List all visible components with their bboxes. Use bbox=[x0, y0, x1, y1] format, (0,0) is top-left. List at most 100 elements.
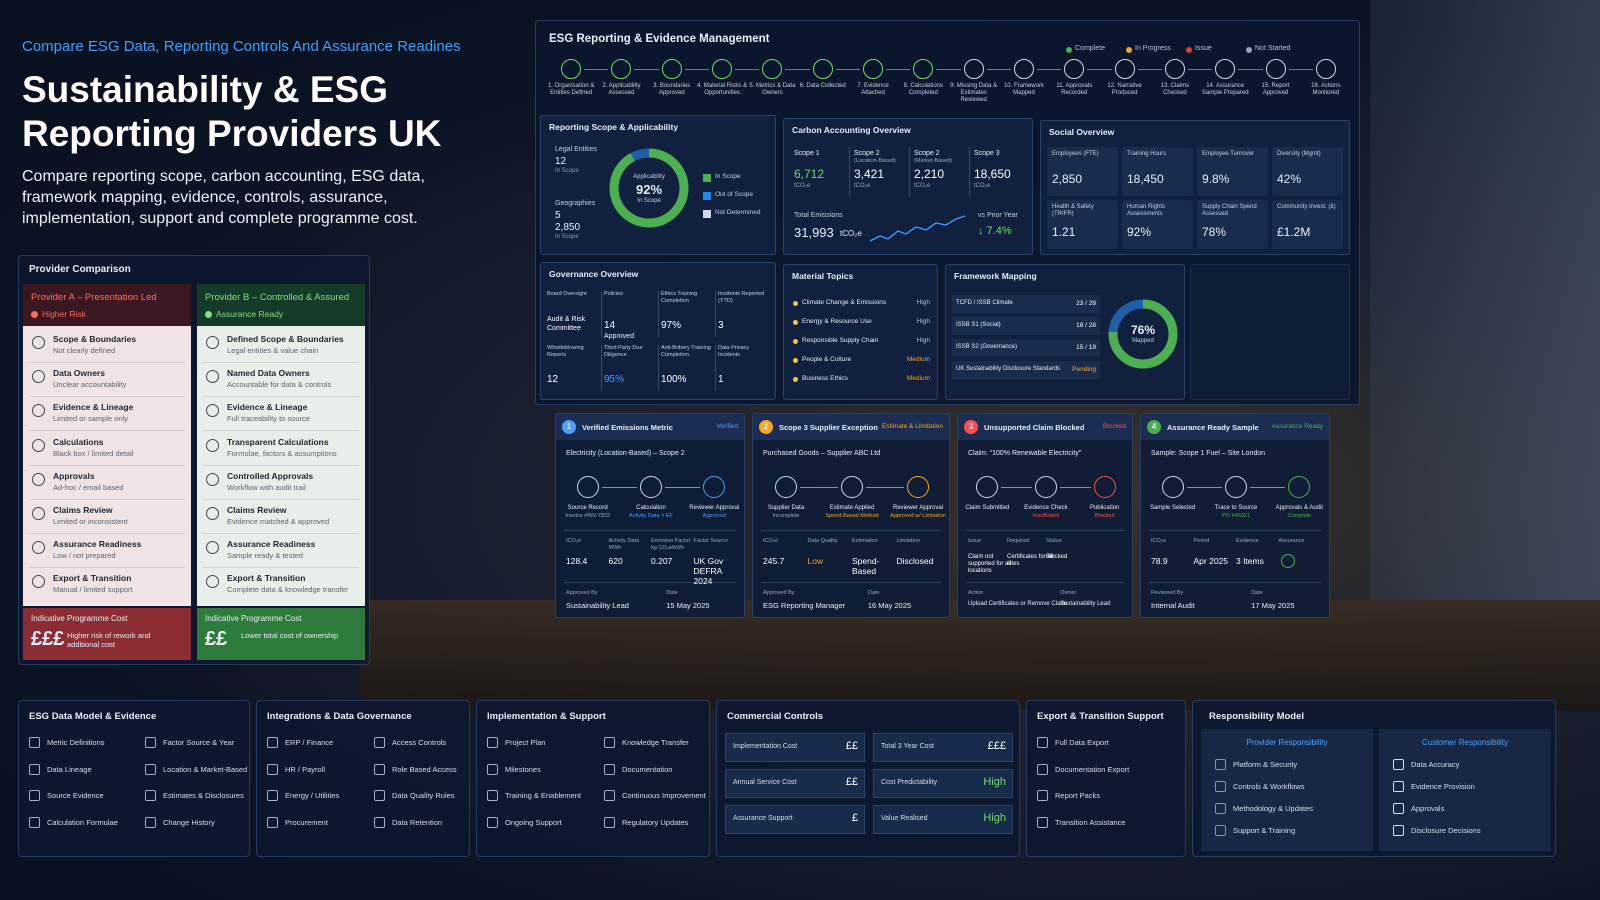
field-value: Low bbox=[807, 556, 824, 566]
icon bbox=[963, 59, 984, 79]
topic-name: People & Culture bbox=[802, 356, 852, 363]
icon bbox=[976, 476, 999, 498]
footer-label: Date bbox=[867, 590, 880, 596]
flow-label: Estimate Applied bbox=[829, 505, 875, 511]
field-value: Certificates for all sites bbox=[1007, 554, 1054, 567]
metric-value: 3 bbox=[718, 320, 724, 331]
card-title: Verified Emissions Metric bbox=[582, 423, 673, 432]
icon bbox=[1215, 803, 1226, 814]
topic-dot bbox=[793, 358, 798, 363]
footer-value: ESG Reporting Manager bbox=[763, 601, 846, 610]
framework-name: ISSB S1 (Social) bbox=[956, 322, 1001, 328]
field-label: Required bbox=[1007, 538, 1030, 544]
total-value: 31,993 bbox=[794, 225, 834, 240]
provider-header: Provider B – Controlled & Assured Assuran… bbox=[197, 284, 365, 326]
metric-label: Diversity (Mgmt) bbox=[1277, 151, 1321, 157]
field-value: Blocked bbox=[1046, 554, 1068, 560]
step-arrow bbox=[785, 69, 810, 70]
step-label: 4. Material Risks & Opportunities bbox=[697, 83, 748, 96]
donut bbox=[1108, 299, 1178, 369]
card-number: 2 bbox=[763, 422, 769, 431]
group-item: Approvals bbox=[1411, 804, 1445, 813]
item-detail: Ad-hoc / email based bbox=[53, 482, 124, 492]
backdrop-table bbox=[360, 600, 1600, 710]
step-arrow bbox=[1238, 69, 1263, 70]
icon bbox=[712, 59, 733, 79]
provider-column: Provider A – Presentation Led Higher Risk… bbox=[23, 284, 191, 660]
item-title: Approvals bbox=[53, 470, 95, 481]
metric-divider bbox=[715, 345, 716, 391]
list-item: Factor Source & Year bbox=[163, 738, 235, 747]
icon bbox=[604, 737, 615, 748]
field-label: Assurance bbox=[1278, 538, 1305, 544]
field-value: UK Gov DEFRA 2024 bbox=[693, 556, 724, 586]
field-value: Apr 2025 bbox=[1193, 556, 1229, 566]
item-divider bbox=[29, 464, 185, 466]
material-topics: Material Topics Climate Change & Emission… bbox=[783, 264, 938, 400]
icon bbox=[1164, 59, 1185, 79]
icon bbox=[29, 816, 40, 828]
card-number-badge bbox=[1147, 420, 1161, 434]
field-label: Status bbox=[1046, 538, 1062, 544]
metric-label: Employee Turnover bbox=[1202, 151, 1255, 157]
icon bbox=[1037, 763, 1048, 775]
evidence-card: 4 Assurance Ready Sample Assurance Ready Sa… bbox=[1140, 413, 1330, 618]
list-item: Documentation bbox=[622, 764, 673, 774]
metric-unit: tCO₂e bbox=[974, 183, 991, 189]
icon bbox=[1315, 59, 1336, 79]
topic-name: Climate Change & Emissions bbox=[802, 299, 887, 306]
icon bbox=[206, 336, 219, 349]
legend-label: Not Determined bbox=[715, 209, 761, 216]
icon bbox=[611, 59, 632, 79]
step-label: 12. Narrative Produced bbox=[1107, 83, 1142, 96]
step-label: 7. Evidence Attached bbox=[857, 83, 889, 96]
cost-value: ££ bbox=[845, 740, 858, 752]
icon bbox=[913, 59, 934, 79]
footer-label: Date bbox=[666, 590, 678, 596]
cost-label: Indicative Programme Cost bbox=[31, 614, 128, 623]
step-arrow bbox=[986, 69, 1011, 70]
icon bbox=[812, 59, 833, 79]
icon bbox=[32, 472, 45, 486]
icon bbox=[1393, 803, 1404, 814]
field-label: Period bbox=[1193, 538, 1210, 544]
item-title: Defined Scope & Boundaries bbox=[227, 334, 344, 344]
cost-cell: Cost Predictability High bbox=[873, 769, 1013, 798]
metric-label: Scope 3 bbox=[974, 150, 1000, 157]
icon bbox=[604, 816, 615, 828]
framework-row: TCFD / ISSB Climate 23 / 28 bbox=[952, 295, 1100, 313]
card-subtitle: Electricity (Location-Based) – Scope 2 bbox=[566, 450, 685, 457]
cost-label: Annual Service Cost bbox=[733, 779, 797, 786]
icon bbox=[1064, 59, 1085, 79]
icon bbox=[1393, 759, 1404, 770]
commercial-panel: Commercial Controls Implementation Cost ££… bbox=[716, 700, 1020, 857]
item-divider bbox=[29, 362, 185, 363]
step-label: 10. Framework Mapped bbox=[1003, 83, 1044, 96]
legend-dot bbox=[1246, 47, 1252, 53]
list-item: Source Evidence bbox=[47, 791, 104, 800]
provider-header: Provider A – Presentation Led Higher Risk bbox=[23, 284, 191, 326]
metric-divider bbox=[601, 291, 602, 337]
step-arrow bbox=[886, 69, 911, 70]
topic-name: Energy & Resource Use bbox=[802, 318, 872, 325]
icon bbox=[145, 763, 156, 775]
step-label: 8. Calculations Completed bbox=[903, 83, 944, 96]
list-item: Estimates & Disclosures bbox=[163, 791, 244, 800]
metric-unit: tCO₂e bbox=[794, 183, 811, 189]
field-label: tCO₂e bbox=[1151, 538, 1166, 544]
sparkline-line bbox=[870, 215, 966, 242]
icon bbox=[841, 476, 863, 498]
step-arrow bbox=[835, 69, 861, 70]
panel-title: Reporting Scope & Applicability bbox=[549, 122, 679, 132]
item-detail: Not clearly defined bbox=[53, 346, 116, 355]
flow-detail: Approved w/ Limitation bbox=[890, 513, 946, 519]
legend-dot bbox=[1066, 47, 1072, 53]
card-title: Scope 3 Supplier Exception bbox=[779, 423, 878, 432]
flow-label: Supplier Data bbox=[767, 505, 805, 511]
metric-cell: Health & Safety (TRIFR) 1.21 bbox=[1047, 200, 1118, 249]
icon bbox=[1161, 476, 1184, 498]
list-item: HR / Payroll bbox=[285, 764, 326, 774]
group-title: Provider Responsibility bbox=[1246, 738, 1328, 747]
footer-value: 16 May 2025 bbox=[867, 601, 912, 610]
icon bbox=[206, 541, 219, 555]
